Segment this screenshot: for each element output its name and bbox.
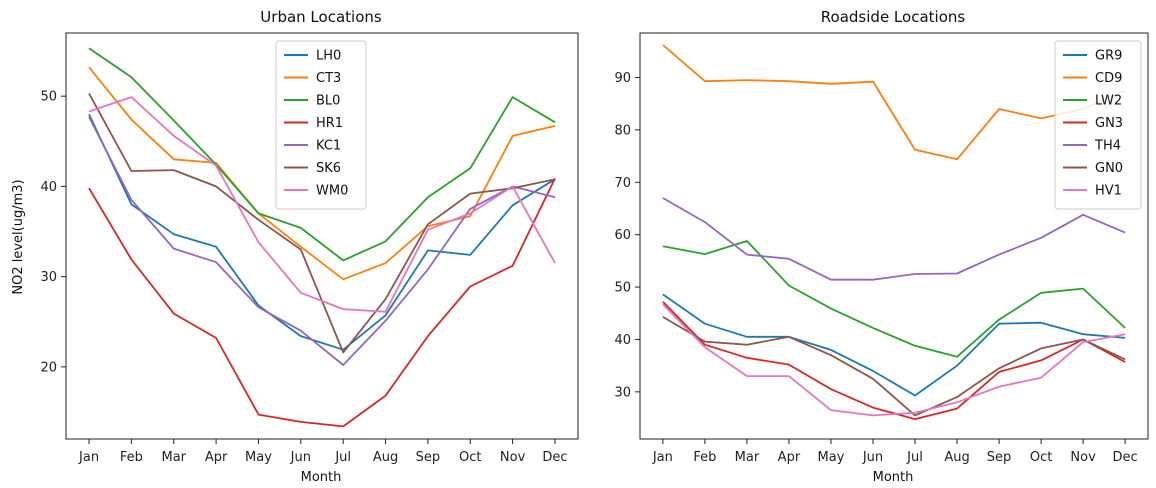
x-tick-label: Aug xyxy=(944,450,969,465)
x-tick-label: Nov xyxy=(500,450,526,465)
series-line-hv1 xyxy=(662,303,1126,417)
legend-entry: GN3 xyxy=(1095,116,1123,131)
series-line-bl0 xyxy=(88,47,556,262)
y-tick-label: 40 xyxy=(40,180,57,195)
y-axis-label: NO2 level(ug/m3) xyxy=(11,179,26,294)
legend-entry: HV1 xyxy=(1095,184,1122,199)
x-tick-label: Nov xyxy=(1070,450,1096,465)
x-tick-label: Jul xyxy=(906,450,923,465)
x-tick-label: Aug xyxy=(373,450,398,465)
x-tick-label: Sep xyxy=(416,450,441,465)
series-line-th4 xyxy=(662,197,1126,281)
series-line-hr1 xyxy=(88,177,556,428)
x-tick-label: Oct xyxy=(459,450,481,465)
legend-entry: BL0 xyxy=(316,94,340,109)
legend-entry: TH4 xyxy=(1094,139,1121,154)
series-line-gn0 xyxy=(662,316,1126,417)
legend-entry: LW2 xyxy=(1095,94,1122,109)
y-tick-label: 60 xyxy=(614,228,631,243)
roadside-locations-chart: Roadside Locations Month Jan Feb Mar Apr May… xyxy=(614,8,1149,485)
x-tick-label: May xyxy=(818,450,845,465)
series-line-gn3 xyxy=(662,301,1126,421)
legend: LH0 CT3 BL0 HR1 KC1 SK6 WM0 xyxy=(275,40,367,210)
legend-entry: GN0 xyxy=(1095,161,1123,176)
series-line-wm0 xyxy=(88,96,556,313)
x-tick-label: Feb xyxy=(693,450,716,465)
legend-entry: GR9 xyxy=(1095,49,1122,64)
chart-title: Roadside Locations xyxy=(821,8,966,26)
series-line-lw2 xyxy=(662,240,1126,358)
x-tick-label: Dec xyxy=(1113,450,1138,465)
x-tick-label: Apr xyxy=(778,450,801,465)
x-tick-label: Jun xyxy=(862,450,883,465)
x-tick-label: Dec xyxy=(542,450,567,465)
chart-title: Urban Locations xyxy=(260,8,382,26)
x-axis-label: Month xyxy=(301,470,342,485)
series-line-lh0 xyxy=(88,113,556,351)
x-tick-label: Mar xyxy=(735,450,760,465)
legend-entry: HR1 xyxy=(316,116,343,131)
series-line-cd9 xyxy=(662,44,1126,161)
legend-entry: LH0 xyxy=(316,49,341,64)
x-tick-label: Jun xyxy=(290,450,311,465)
y-tick-label: 20 xyxy=(40,360,57,375)
legend-entry: SK6 xyxy=(316,161,341,176)
x-tick-label: May xyxy=(245,450,272,465)
y-tick-label: 80 xyxy=(614,123,631,138)
x-axis-label: Month xyxy=(873,470,914,485)
legend-entry: CT3 xyxy=(316,71,341,86)
urban-locations-chart: Urban Locations Month NO2 level(ug/m3) J… xyxy=(11,8,579,485)
legend-entry: KC1 xyxy=(316,139,341,154)
y-tick-label: 40 xyxy=(614,333,631,348)
x-tick-label: Jan xyxy=(78,450,99,465)
y-tick-label: 50 xyxy=(40,90,57,105)
x-tick-label: Jan xyxy=(652,450,673,465)
x-tick-label: Apr xyxy=(205,450,228,465)
legend-entry: WM0 xyxy=(316,184,348,199)
series-line-kc1 xyxy=(88,116,556,366)
plot-frame xyxy=(65,32,579,440)
legend-entry: CD9 xyxy=(1095,71,1122,86)
x-tick-label: Feb xyxy=(120,450,143,465)
plot-frame xyxy=(639,32,1149,440)
x-tick-label: Oct xyxy=(1030,450,1052,465)
y-tick-label: 30 xyxy=(40,270,57,285)
x-tick-label: Jul xyxy=(334,450,351,465)
legend: GR9 CD9 LW2 GN3 TH4 GN0 HV1 xyxy=(1054,40,1142,210)
series-line-gr9 xyxy=(662,293,1126,397)
x-tick-label: Sep xyxy=(987,450,1012,465)
y-tick-label: 70 xyxy=(614,176,631,191)
x-tick-label: Mar xyxy=(161,450,186,465)
y-tick-label: 90 xyxy=(614,71,631,86)
y-tick-label: 30 xyxy=(614,385,631,400)
series-line-ct3 xyxy=(88,66,556,281)
y-tick-label: 50 xyxy=(614,281,631,296)
